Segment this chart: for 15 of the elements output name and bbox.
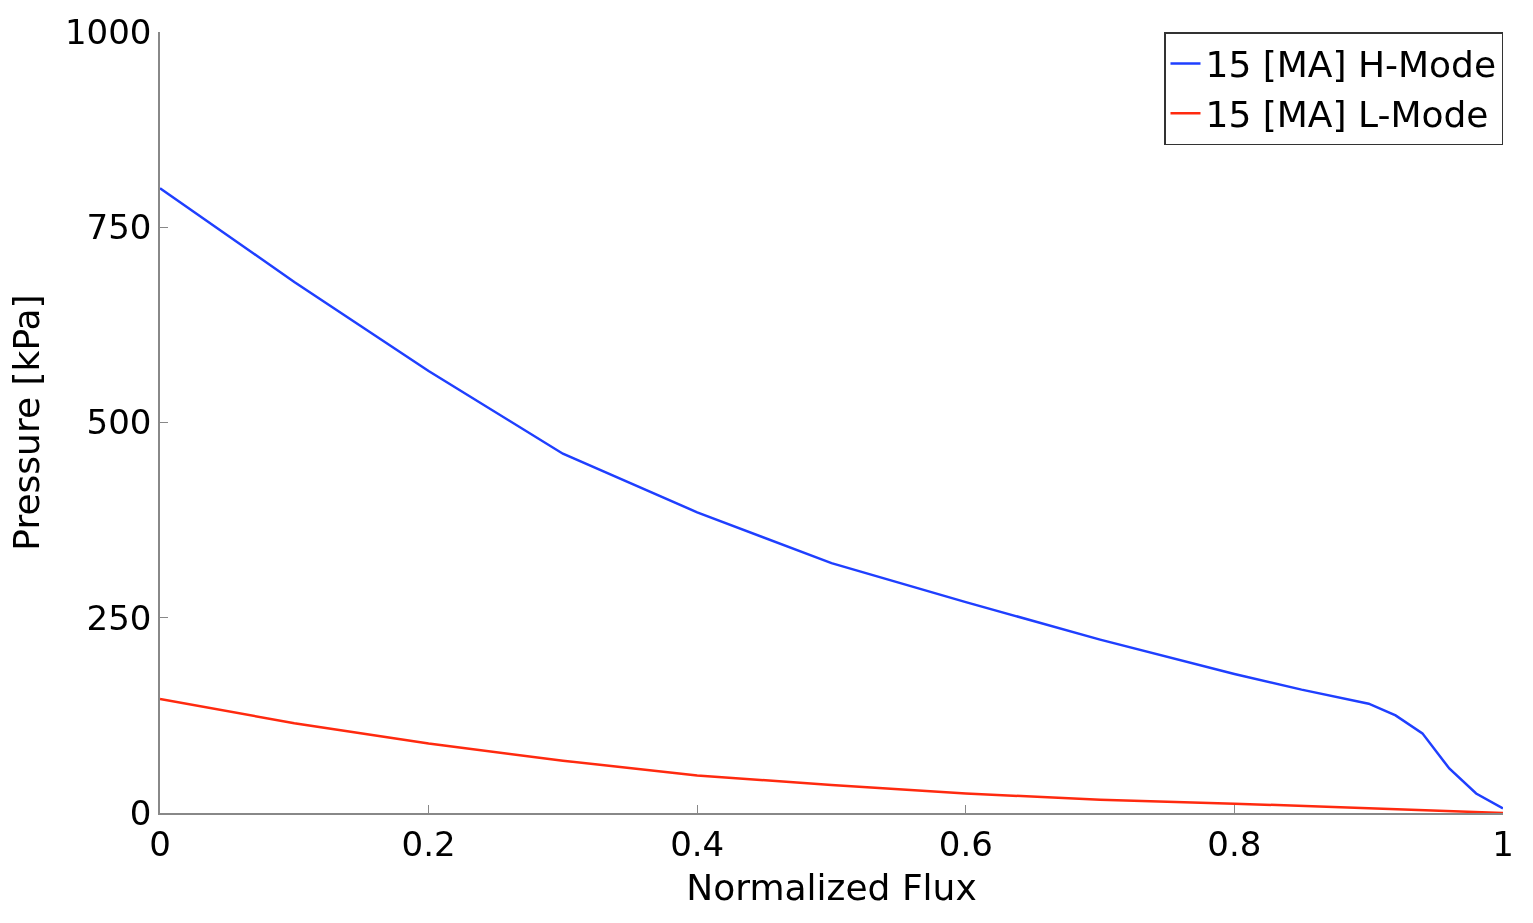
legend-label: 15 [MA] L-Mode xyxy=(1205,94,1489,136)
x-tick-label: 0.6 xyxy=(938,823,993,864)
x-axis-title: Normalized Flux xyxy=(686,866,977,908)
y-tick-label: 0 xyxy=(129,792,152,833)
y-tick-label: 750 xyxy=(86,207,152,248)
x-tick-label: 0.4 xyxy=(670,823,725,864)
y-axis-title: Pressure [kPa] xyxy=(6,294,48,551)
y-tick-label: 250 xyxy=(86,597,152,638)
legend-label: 15 [MA] H-Mode xyxy=(1205,44,1497,86)
x-tick-label: 0.2 xyxy=(401,823,456,864)
line-series xyxy=(160,186,1503,810)
x-tick-label: 0.8 xyxy=(1207,823,1262,864)
y-tick-label: 500 xyxy=(86,402,152,443)
x-tick-label: 1 xyxy=(1492,823,1514,864)
y-tick-label: 1000 xyxy=(64,11,152,52)
